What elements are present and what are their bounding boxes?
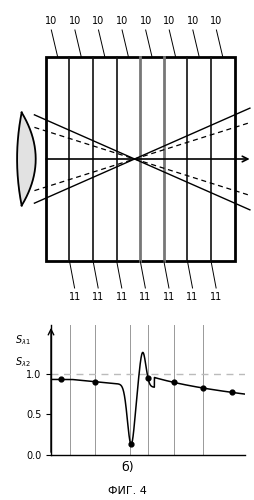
Point: [129, 440, 133, 448]
Text: 11: 11: [68, 292, 81, 302]
Text: 10: 10: [186, 16, 198, 26]
Point: [201, 384, 205, 392]
Text: 10: 10: [92, 16, 104, 26]
Bar: [46, 57, 234, 261]
Polygon shape: [17, 112, 36, 206]
Text: 11: 11: [186, 292, 198, 302]
Text: 11: 11: [139, 292, 151, 302]
Text: 10: 10: [210, 16, 222, 26]
Point: [145, 374, 149, 382]
Text: 10: 10: [163, 16, 175, 26]
Text: 11: 11: [209, 292, 221, 302]
Text: 10: 10: [116, 16, 128, 26]
Text: ФИГ. 4: ФИГ. 4: [108, 486, 146, 496]
Point: [171, 378, 175, 386]
Point: [59, 376, 63, 384]
Text: 10: 10: [45, 16, 57, 26]
Text: 10: 10: [69, 16, 81, 26]
Text: 10: 10: [139, 16, 151, 26]
Point: [229, 388, 233, 396]
Text: 11: 11: [162, 292, 174, 302]
Text: a): a): [121, 330, 133, 343]
Text: $S_{\lambda 1}$: $S_{\lambda 1}$: [15, 332, 30, 346]
Point: [92, 378, 97, 386]
Text: $S_{\lambda 2}$: $S_{\lambda 2}$: [15, 356, 30, 370]
Text: б): б): [121, 461, 133, 474]
Text: 11: 11: [115, 292, 128, 302]
Text: 11: 11: [92, 292, 104, 302]
